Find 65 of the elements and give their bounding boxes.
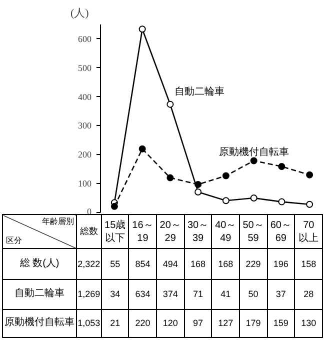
point	[110, 202, 118, 210]
y-tick-label: 100	[78, 178, 92, 189]
text: 区分	[6, 234, 22, 246]
y-axis-title: (人)	[70, 8, 90, 20]
point	[166, 174, 174, 182]
data-label: 50	[239, 280, 268, 310]
point	[250, 194, 258, 202]
text: 196	[273, 258, 288, 269]
data-label: 634	[128, 280, 157, 310]
y-tick-label: 200	[78, 150, 92, 160]
x-tick-label: 40～49	[212, 214, 240, 248]
text: 総数	[80, 226, 98, 236]
point	[194, 180, 202, 188]
text: 自動二輪車	[14, 288, 65, 300]
x-tick-label: 30～39	[184, 214, 212, 248]
data-label: 179	[239, 310, 268, 338]
text: 229	[246, 258, 261, 269]
data-label: 220	[128, 310, 157, 338]
point	[138, 26, 146, 33]
series-label: 原動機付自転車	[218, 146, 289, 158]
data-label: 21	[101, 310, 129, 338]
point	[306, 200, 314, 208]
point	[250, 157, 258, 164]
data-label: 130	[294, 310, 322, 338]
x-tick-label: 60～69	[267, 214, 295, 248]
point	[222, 172, 230, 180]
data-label: 159	[267, 310, 295, 338]
text: 2,322	[76, 248, 102, 280]
text: 総 数(人)	[2, 248, 77, 280]
text: 168	[190, 258, 206, 269]
data-label: 28	[294, 280, 322, 310]
data-label: 120	[156, 310, 184, 338]
series-label: 自動二輪車	[174, 86, 224, 98]
y-tick-label: 600	[78, 34, 92, 44]
data-label: 374	[156, 280, 184, 310]
text: 158	[301, 258, 316, 269]
text: 1,053	[76, 310, 102, 338]
x-tick-label: 20～29	[156, 214, 184, 248]
y-tick-label: 300	[78, 120, 92, 131]
y-tick-label: 400	[78, 92, 92, 102]
point	[278, 198, 286, 206]
x-tick-label: 16～19	[128, 214, 157, 248]
text: 854	[135, 258, 150, 269]
text: 原動機付自転車	[4, 317, 75, 328]
point	[278, 163, 286, 170]
x-tick-label: 70以上	[294, 214, 322, 248]
point	[306, 171, 314, 178]
point	[194, 188, 202, 196]
data-label: 34	[101, 280, 129, 310]
x-tick-label: 15歳以下	[101, 214, 129, 248]
text: 168	[218, 258, 234, 269]
x-tick-label: 50～59	[239, 214, 268, 248]
data-label: 37	[267, 280, 295, 310]
point	[138, 145, 146, 152]
data-label: 71	[184, 280, 212, 310]
data-label: 127	[212, 310, 240, 338]
point	[166, 100, 174, 108]
y-tick-label: 500	[78, 62, 92, 73]
data-label: 97	[184, 310, 212, 338]
point	[222, 197, 230, 204]
text: 1,269	[76, 280, 102, 310]
text: 494	[162, 258, 178, 269]
text: 年齢層別	[42, 216, 74, 228]
text: 55	[110, 258, 120, 269]
data-label: 41	[212, 280, 240, 310]
